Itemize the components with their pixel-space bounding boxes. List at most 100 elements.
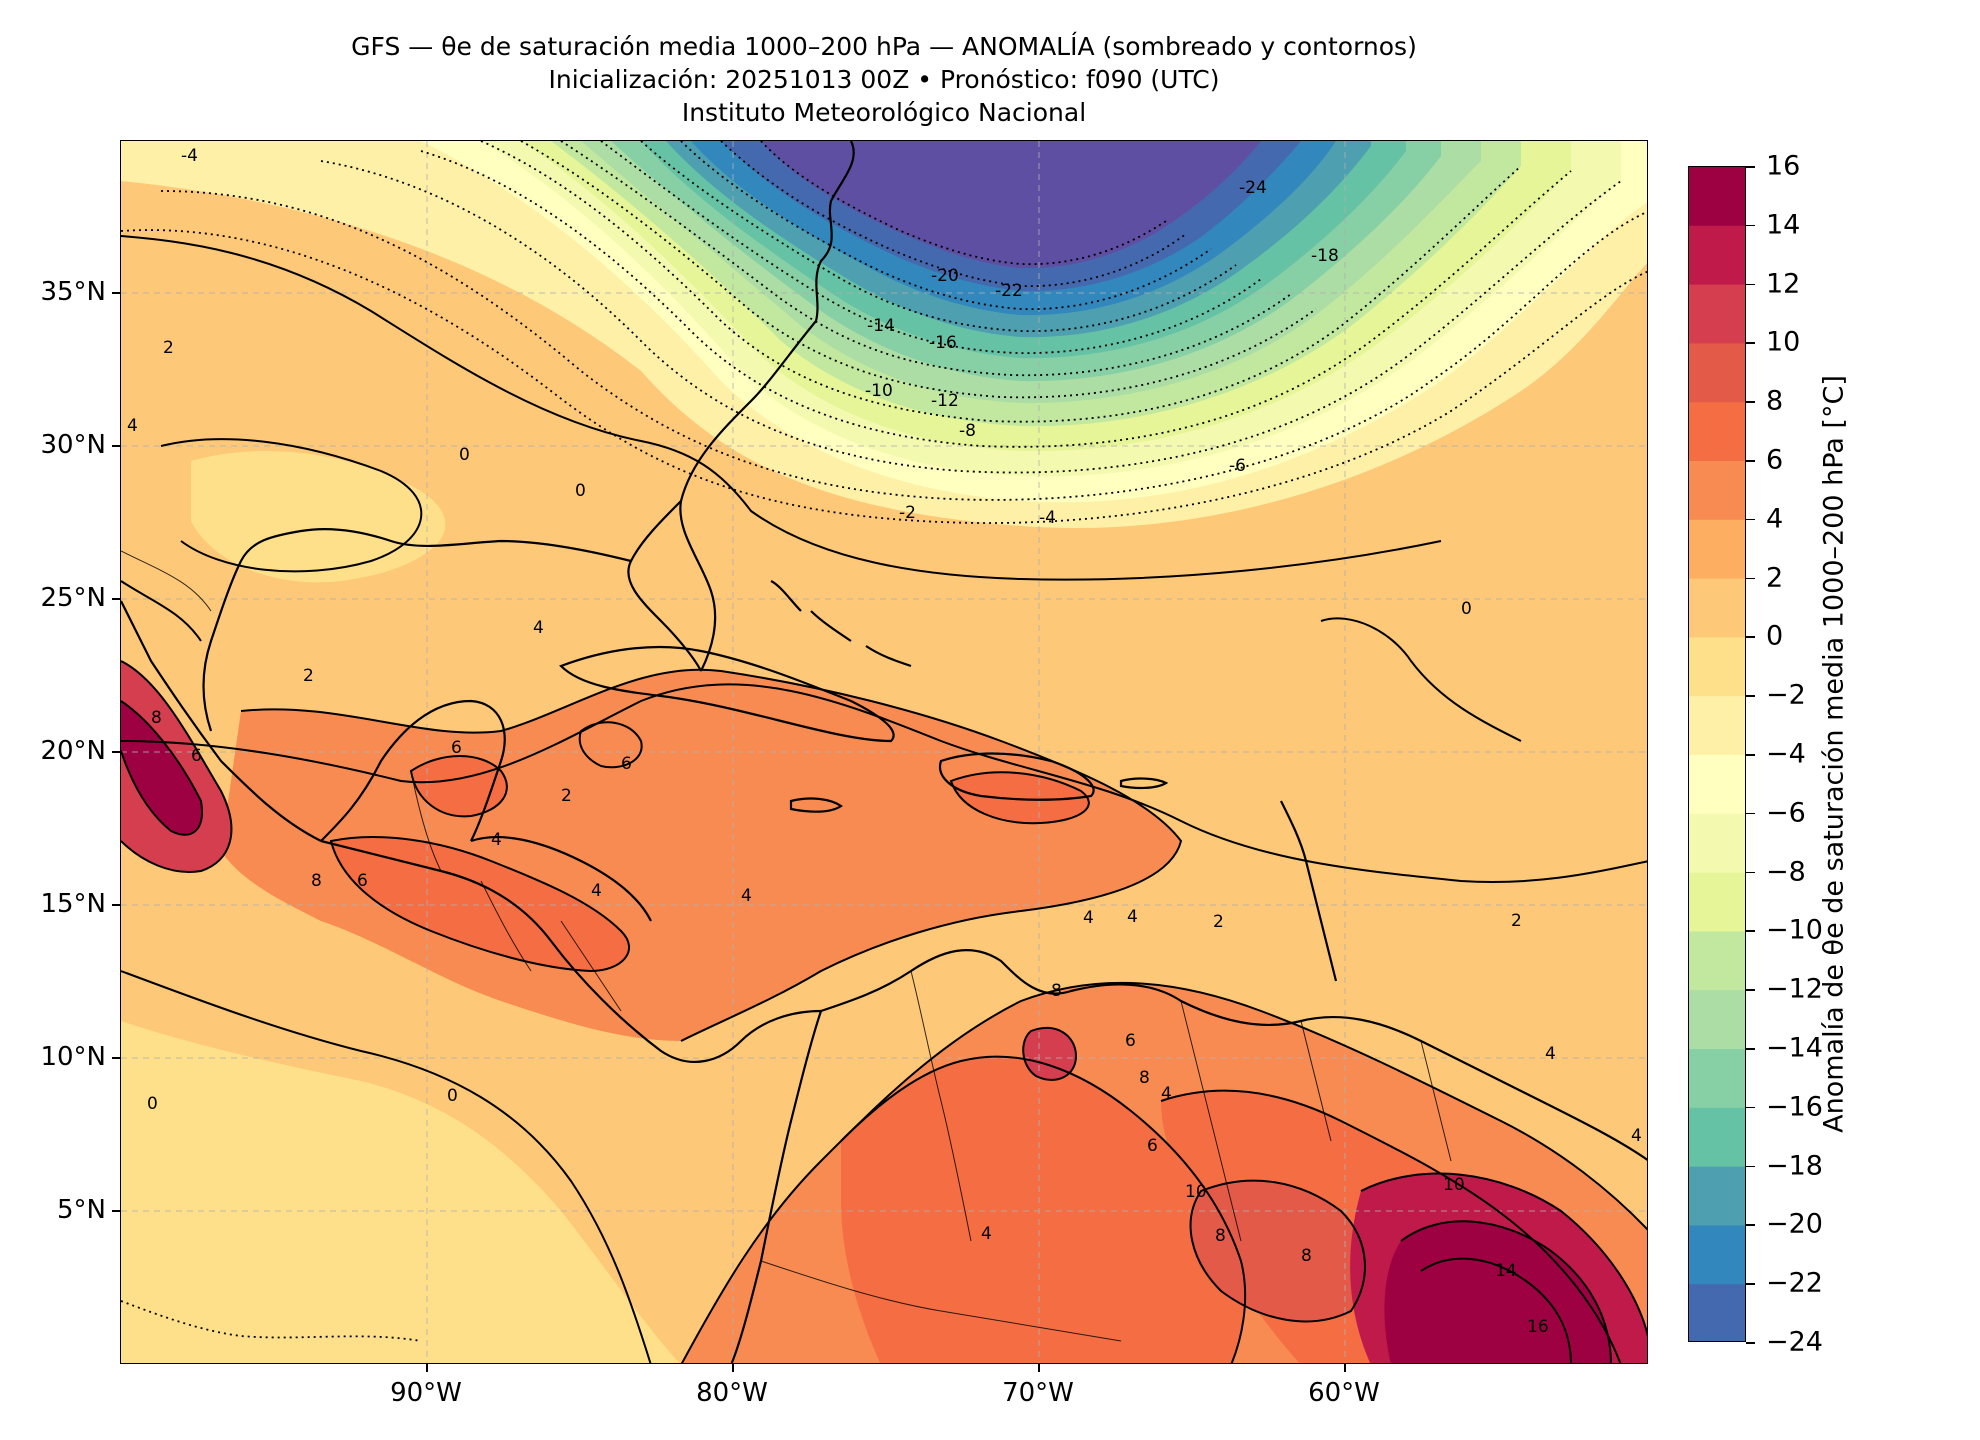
colorbar-tick bbox=[1746, 754, 1755, 756]
band-plus16-guyana bbox=[1384, 1221, 1611, 1363]
colorbar-tick bbox=[1746, 1048, 1755, 1050]
contour-label: 6 bbox=[451, 738, 462, 758]
colorbar-tick bbox=[1746, 1106, 1755, 1109]
contour-label: 4 bbox=[741, 886, 752, 906]
latitude-tick bbox=[112, 445, 120, 447]
colorbar-tick-label: 2 bbox=[1766, 562, 1784, 594]
colorbar-band bbox=[1689, 813, 1745, 874]
contour-label: -14 bbox=[867, 316, 895, 336]
colorbar-tick-label: −2 bbox=[1766, 679, 1806, 711]
colorbar-tick bbox=[1746, 577, 1755, 580]
contour-label: -6 bbox=[1229, 456, 1246, 476]
contour-label: 6 bbox=[1125, 1031, 1136, 1051]
contour-labels: -4 -24 -18 -20 -22 -14 -16 -10 -12-8 -6 -2 -4 0 0 0 2 4 2… bbox=[127, 146, 1642, 1337]
contour-label: 4 bbox=[1083, 908, 1094, 928]
contour-label: -24 bbox=[1239, 178, 1267, 198]
contour-label: 4 bbox=[1631, 1126, 1642, 1146]
country-borders bbox=[121, 550, 1452, 1342]
colorbar-tick-label: −16 bbox=[1766, 1091, 1823, 1123]
colorbar-band bbox=[1689, 1107, 1745, 1168]
latitude-label: 30°N bbox=[40, 430, 106, 460]
colorbar-tick bbox=[1746, 1283, 1755, 1285]
longitude-tick bbox=[426, 1364, 428, 1372]
colorbar-tick-label: −8 bbox=[1766, 856, 1806, 888]
colorbar bbox=[1688, 166, 1746, 1342]
colorbar-band bbox=[1689, 343, 1745, 403]
contour-label: -22 bbox=[995, 281, 1023, 301]
contour-label: 4 bbox=[1161, 1084, 1172, 1104]
latitude-label: 35°N bbox=[40, 277, 106, 307]
band-plus6-colombia bbox=[841, 1056, 1246, 1363]
contour-label: 4 bbox=[591, 881, 602, 901]
colorbar-tick bbox=[1746, 283, 1755, 286]
band-0-2-pacific bbox=[121, 1021, 680, 1363]
contour-label: 2 bbox=[163, 338, 174, 358]
title-line-3: Instituto Meteorológico Nacional bbox=[681, 98, 1087, 127]
colorbar-tick-label: −18 bbox=[1766, 1150, 1823, 1182]
longitude-label: 70°W bbox=[1002, 1378, 1074, 1408]
colorbar-bands bbox=[1689, 167, 1745, 1341]
colorbar-band bbox=[1689, 931, 1745, 991]
contour-label: 8 bbox=[1215, 1226, 1226, 1246]
longitude-label: 60°W bbox=[1308, 1378, 1380, 1408]
contour-label: 2 bbox=[1213, 912, 1224, 932]
colorbar-band bbox=[1689, 402, 1745, 462]
colorbar-band bbox=[1689, 1225, 1745, 1285]
colorbar-band bbox=[1689, 872, 1745, 932]
colorbar-tick bbox=[1746, 1165, 1755, 1168]
colorbar-tick-label: −22 bbox=[1766, 1267, 1823, 1299]
contour-label: -16 bbox=[929, 333, 957, 353]
contour-label: 2 bbox=[561, 786, 572, 806]
longitude-label: 90°W bbox=[390, 1378, 462, 1408]
contour-label: 4 bbox=[981, 1224, 992, 1244]
colorbar-tick bbox=[1746, 460, 1755, 462]
contour-label: -4 bbox=[181, 146, 198, 166]
colorbar-tick-label: −4 bbox=[1766, 738, 1806, 770]
colorbar-band bbox=[1689, 519, 1745, 580]
map-panel: -4 -24 -18 -20 -22 -14 -16 -10 -12 -8 -6 -2 -4 0 0 0 2 4 2… bbox=[120, 140, 1648, 1364]
contour-label: 10 bbox=[1443, 1175, 1465, 1195]
latitude-tick bbox=[112, 904, 120, 906]
negative-contours bbox=[121, 141, 1647, 1342]
colorbar-tick-label: 6 bbox=[1766, 444, 1784, 476]
contour-label: -4 bbox=[1039, 508, 1056, 528]
contour-label: 8 bbox=[1051, 981, 1062, 1001]
colorbar-tick-label: −6 bbox=[1766, 797, 1806, 829]
colorbar-band bbox=[1689, 167, 1745, 227]
coastlines bbox=[121, 141, 1647, 1363]
longitude-label: 80°W bbox=[696, 1378, 768, 1408]
colorbar-band bbox=[1689, 578, 1745, 638]
contour-label: 8 bbox=[1139, 1068, 1150, 1088]
contour-label: 6 bbox=[191, 746, 202, 766]
contour-label: 4 bbox=[1545, 1044, 1556, 1064]
colorbar-tick bbox=[1746, 695, 1755, 697]
latitude-tick bbox=[112, 1057, 120, 1059]
colorbar-tick bbox=[1746, 166, 1755, 168]
latitude-label: 20°N bbox=[40, 736, 106, 766]
contour-label: 0 bbox=[447, 1086, 458, 1106]
contour-label: 4 bbox=[1127, 907, 1138, 927]
longitude-tick bbox=[1038, 1364, 1040, 1372]
colorbar-tick-label: 16 bbox=[1766, 150, 1801, 182]
latitude-tick bbox=[112, 751, 120, 753]
contour-label: -10 bbox=[865, 381, 893, 401]
band-minus24 bbox=[761, 141, 1261, 269]
colorbar-tick bbox=[1746, 1224, 1755, 1226]
colorbar-band bbox=[1689, 1166, 1745, 1226]
contour-label: -8 bbox=[959, 421, 976, 441]
contour-label: 16 bbox=[1527, 1317, 1549, 1337]
colorbar-tick bbox=[1746, 1342, 1755, 1344]
latitude-label: 15°N bbox=[40, 889, 106, 919]
contour-label: 0 bbox=[575, 481, 586, 501]
colorbar-tick-label: −14 bbox=[1766, 1032, 1823, 1064]
contour-label: -20 bbox=[931, 266, 959, 286]
colorbar-band bbox=[1689, 990, 1745, 1050]
band-plus14-mexico bbox=[121, 701, 202, 835]
colorbar-tick bbox=[1746, 636, 1755, 638]
colorbar-band bbox=[1689, 755, 1745, 815]
latitude-tick bbox=[112, 598, 120, 600]
contour-label: -12 bbox=[931, 391, 959, 411]
contour-label: 6 bbox=[357, 871, 368, 891]
colorbar-tick bbox=[1746, 989, 1755, 991]
colorbar-tick bbox=[1746, 871, 1755, 874]
